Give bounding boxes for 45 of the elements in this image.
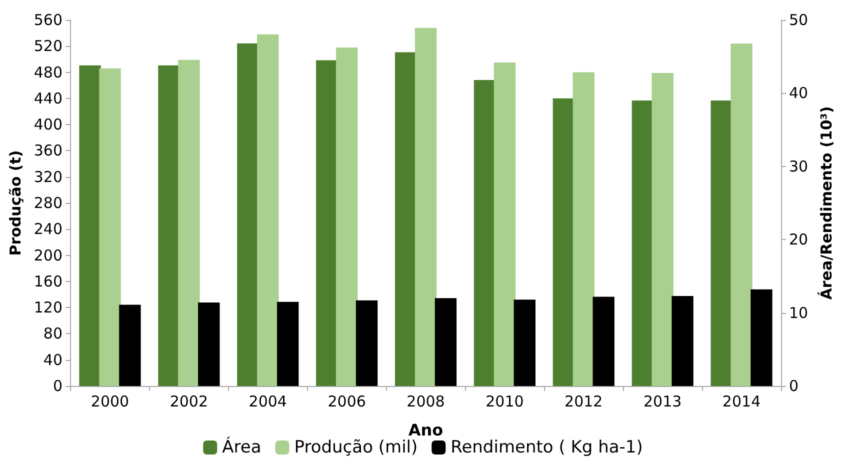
y-tick-label: 560 (34, 11, 63, 29)
y2-tick-label: 50 (789, 11, 808, 29)
y-tick-label: 160 (34, 272, 63, 290)
y-tick-label: 240 (34, 220, 63, 238)
bar (356, 300, 378, 386)
bar (672, 296, 694, 386)
bar (276, 302, 299, 386)
x-tick-label: 2013 (643, 392, 682, 410)
y2-tick-label: 30 (789, 157, 808, 176)
legend-label: Produção (mil) (294, 438, 418, 458)
legend-label: Área (222, 436, 262, 458)
bar (434, 298, 457, 386)
x-tick-label: 2014 (722, 392, 761, 410)
y-tick-label: 400 (34, 116, 63, 134)
x-tick-label: 2002 (170, 392, 208, 410)
y-tick-label: 200 (34, 246, 63, 264)
y-tick-label: 0 (52, 377, 63, 395)
x-tick-label: 2012 (564, 392, 603, 410)
x-tick-label: 2004 (248, 392, 287, 410)
x-tick-label: 2008 (406, 392, 445, 410)
x-tick-label: 2006 (328, 392, 366, 410)
y-axis-title: Produção (t) (6, 150, 24, 256)
y2-tick-label: 10 (789, 304, 808, 322)
y2-tick-label: 0 (789, 377, 799, 395)
y-tick-label: 480 (34, 63, 63, 82)
y2-tick-label: 20 (789, 230, 808, 249)
y-tick-label: 120 (34, 298, 63, 317)
x-tick-label: 2010 (486, 392, 524, 410)
bar (514, 300, 536, 386)
y2-tick-label: 40 (789, 84, 808, 102)
y-tick-label: 280 (34, 194, 63, 212)
y-tick-label: 440 (34, 89, 63, 108)
y2-axis-title: Área/Rendimento (10³) (817, 106, 836, 300)
bar (119, 304, 141, 386)
x-tick-label: 2000 (90, 392, 130, 410)
y-tick-label: 320 (34, 168, 63, 186)
bar (198, 302, 220, 386)
bar (592, 296, 614, 386)
y-tick-label: 520 (34, 37, 63, 56)
y-tick-label: 40 (43, 350, 63, 369)
legend-label: Rendimento ( Kg ha-1) (450, 438, 643, 458)
bar (750, 289, 772, 386)
y-tick-label: 360 (34, 142, 63, 160)
y-tick-label: 80 (43, 324, 63, 343)
x-axis-title: Ano (408, 420, 444, 440)
